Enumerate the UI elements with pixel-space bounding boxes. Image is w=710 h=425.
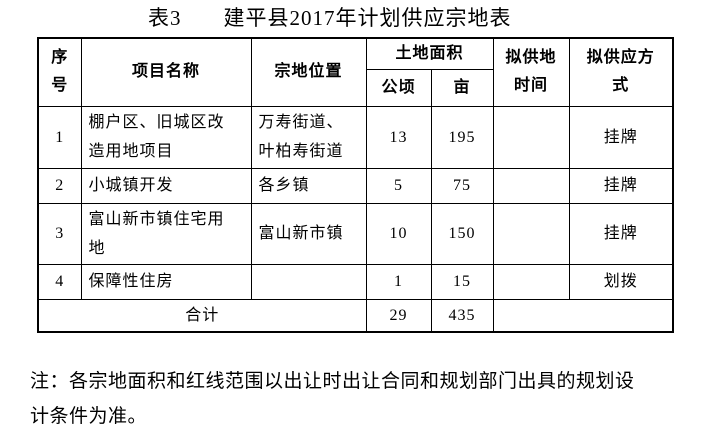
cell-supply-method: 挂牌: [568, 202, 674, 265]
cell-serial: 3: [37, 202, 82, 265]
cell-serial: 2: [37, 167, 82, 204]
cell-hectare: 10: [365, 202, 432, 265]
total-mu: 435: [430, 298, 494, 333]
header-supply-method: 拟供应方式: [568, 37, 674, 107]
cell-project-text: 棚户区、旧城区改造用地项目: [88, 114, 225, 160]
table-row: 4 保障性住房 1 15 划拨: [37, 263, 674, 300]
header-hectare: 公顷: [365, 68, 432, 107]
header-project: 项目名称: [80, 37, 252, 107]
cell-mu: 195: [430, 105, 494, 169]
cell-serial: 1: [37, 105, 82, 169]
cell-project-text: 小城镇开发: [88, 177, 174, 195]
table-row: 2 小城镇开发 各乡镇 5 75 挂牌: [37, 167, 674, 204]
cell-supply-method: 挂牌: [568, 105, 674, 169]
cell-supply-method: 挂牌: [568, 167, 674, 204]
cell-mu: 75: [430, 167, 494, 204]
header-supply-method-label: 拟供应方式: [586, 49, 655, 95]
footnote-line-2: 计条件为准。: [30, 406, 148, 425]
table-row: 1 棚户区、旧城区改造用地项目 万寿街道、叶柏寿街道 13 195 挂牌: [37, 105, 674, 169]
cell-hectare: 13: [365, 105, 432, 169]
cell-supply-method: 划拨: [568, 263, 674, 300]
cell-project: 棚户区、旧城区改造用地项目: [80, 105, 252, 169]
cell-supply-time: [492, 105, 570, 169]
total-row: 合计 29 435: [37, 298, 674, 333]
total-hectare: 29: [365, 298, 432, 333]
cell-location: 各乡镇: [250, 167, 367, 204]
cell-mu: 15: [430, 263, 494, 300]
header-location: 宗地位置: [250, 37, 367, 107]
header-row-2: 公顷 亩: [38, 68, 673, 107]
header-mu: 亩: [430, 68, 494, 107]
footnote-line-1: 注：各宗地面积和红线范围以出让时出让合同和规划部门出具的规划设: [30, 371, 635, 392]
cell-supply-time: [492, 167, 570, 204]
cell-project: 小城镇开发: [80, 167, 252, 204]
title-text: 建平县2017年计划供应宗地表: [223, 6, 512, 30]
cell-location-text: 富山新市镇: [258, 225, 344, 243]
header-serial-label: 序号: [51, 49, 69, 95]
table-row: 3 富山新市镇住宅用地 富山新市镇 10 150 挂牌: [37, 202, 674, 265]
cell-hectare: 5: [365, 167, 432, 204]
cell-location: 富山新市镇: [250, 202, 367, 265]
table-number-label: 表3: [148, 6, 182, 30]
cell-location-text: 万寿街道、叶柏寿街道: [258, 114, 344, 160]
header-supply-time: 拟供地时间: [492, 37, 570, 107]
footnote: 注：各宗地面积和红线范围以出让时出让合同和规划部门出具的规划设 计条件为准。: [30, 364, 635, 425]
total-rest: [492, 298, 674, 333]
cell-project-text: 保障性住房: [88, 273, 174, 291]
total-label: 合计: [37, 298, 367, 333]
page-title: 表3 建平县2017年计划供应宗地表: [148, 6, 512, 30]
header-row-1: 序号 项目名称 宗地位置 土地面积 拟供地时间 拟供应方式: [37, 37, 674, 107]
cell-location-text: 各乡镇: [258, 177, 310, 195]
cell-location: [250, 263, 367, 300]
cell-project-text: 富山新市镇住宅用地: [88, 210, 225, 257]
header-serial: 序号: [37, 37, 82, 107]
header-land-area: 土地面积: [365, 37, 494, 70]
header-supply-time-label: 拟供地时间: [505, 49, 557, 95]
cell-mu: 150: [430, 202, 494, 265]
cell-project: 富山新市镇住宅用地: [80, 202, 252, 265]
land-supply-table: 序号 项目名称 宗地位置 土地面积 拟供地时间 拟供应方式 公顷 亩 1 棚户区…: [37, 37, 675, 333]
cell-serial: 4: [37, 263, 82, 300]
cell-project: 保障性住房: [80, 263, 252, 300]
cell-supply-time: [492, 263, 570, 300]
cell-supply-time: [492, 202, 570, 265]
cell-hectare: 1: [365, 263, 432, 300]
cell-location: 万寿街道、叶柏寿街道: [250, 105, 367, 169]
